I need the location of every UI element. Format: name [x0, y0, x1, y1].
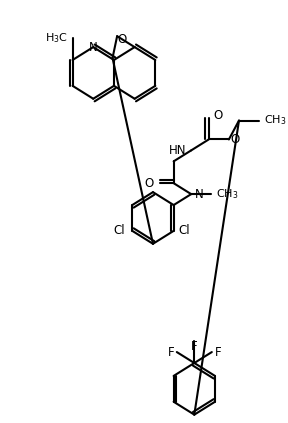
Text: F: F: [191, 340, 198, 353]
Text: O: O: [145, 177, 154, 190]
Text: CH$_3$: CH$_3$: [216, 187, 238, 201]
Text: F: F: [167, 346, 174, 359]
Text: HN: HN: [169, 144, 187, 157]
Text: F: F: [215, 346, 221, 359]
Text: H$_3$C: H$_3$C: [45, 31, 68, 45]
Text: O: O: [117, 33, 126, 46]
Text: CH$_3$: CH$_3$: [264, 114, 286, 127]
Text: N: N: [195, 188, 204, 201]
Text: N: N: [89, 41, 98, 54]
Text: Cl: Cl: [113, 224, 125, 237]
Text: O: O: [231, 133, 240, 146]
Text: Cl: Cl: [178, 224, 190, 237]
Text: O: O: [213, 109, 223, 122]
